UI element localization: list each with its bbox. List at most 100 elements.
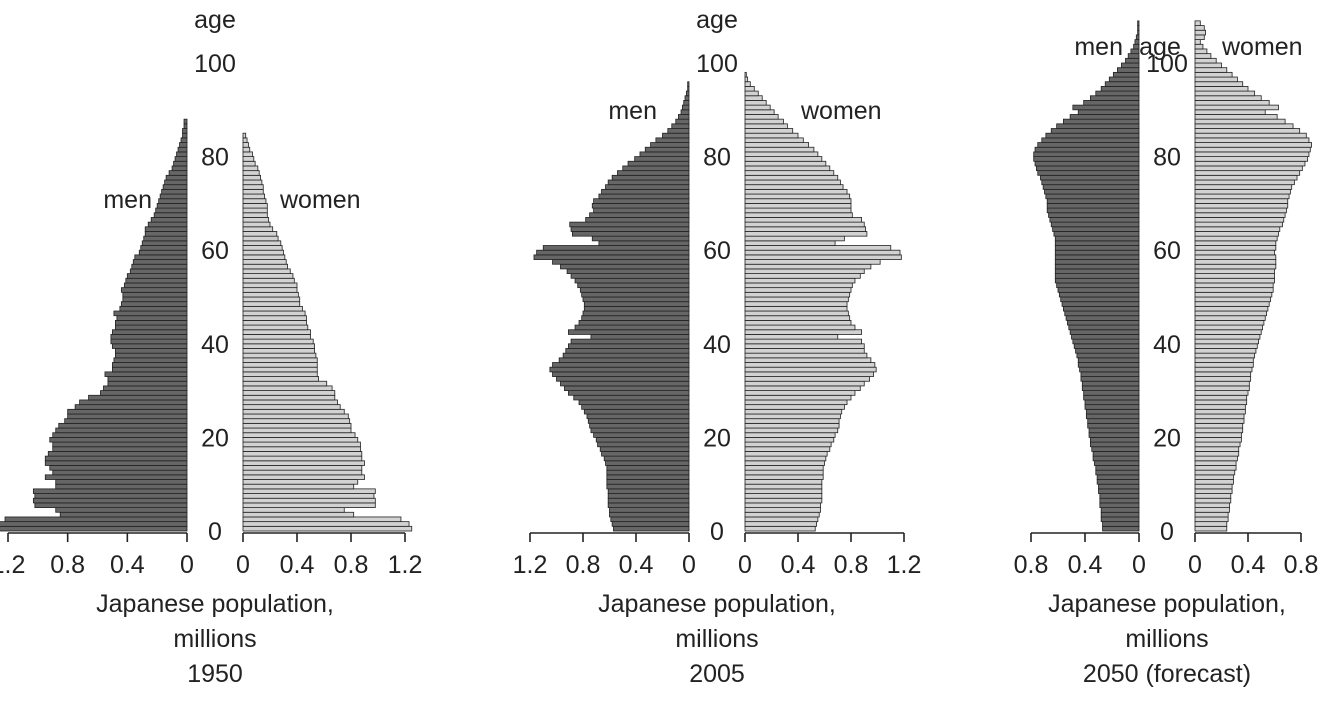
women-bar [1194,329,1262,335]
women-bar [1194,291,1273,298]
men-bar [1090,95,1140,101]
women-bar [242,319,307,326]
women-bar [1194,90,1256,97]
women-bar [744,469,824,476]
women-bar [242,165,259,172]
men-bar [1069,329,1140,335]
women-bar [1194,483,1233,490]
men-bar [1085,408,1140,415]
women-bar [744,525,816,532]
men-bar [671,123,690,129]
women-bar [242,212,268,218]
men-x-tick-label: 0.4 [1068,551,1103,579]
men-bar [52,441,188,448]
men-bar [582,310,690,317]
women-bar [1194,488,1233,494]
women-bar [744,146,815,153]
men-bar [572,231,690,237]
women-bar [744,174,839,181]
women-x-tick-label: 0.4 [280,551,315,579]
women-bar [744,352,868,359]
women-bar [242,413,349,420]
women-bar [1194,455,1238,462]
men-bar [560,380,690,387]
men-bar [568,343,690,349]
women-bar [744,380,865,387]
women-bar [242,483,355,490]
men-bar [113,357,188,363]
men-bar [1052,226,1140,232]
men-bar [610,516,690,523]
men-x-tick-label: 0.4 [110,551,145,579]
women-bar [1194,301,1270,307]
women-bar [744,451,828,457]
women-bar [1194,436,1242,443]
women-bar [744,291,851,298]
men-bar [603,455,690,462]
men-bar [1054,240,1140,246]
women-bar [242,516,402,523]
women-bar [1194,137,1310,143]
men-bar [593,432,690,438]
women-bar [1194,245,1277,251]
women-bar [744,301,848,307]
women-bar [1194,362,1254,368]
men-bar [1054,273,1140,279]
women-bar [1194,305,1269,312]
men-bar [103,385,188,392]
women-bar [1194,376,1252,382]
women-bar [242,137,248,143]
chart-year-caption: 2050 (forecast) [1083,660,1251,688]
women-bar [1194,404,1246,410]
women-bar [744,235,845,242]
women-bar [1194,146,1311,153]
women-x-tick-label: 0.8 [1284,551,1319,579]
women-bar [744,385,861,392]
women-bar [744,184,844,190]
men-bar [1098,483,1140,490]
men-bar [1041,179,1140,186]
men-bar [1065,315,1140,321]
men-bar [34,502,188,509]
women-x-tick-label: 0.4 [781,551,816,579]
women-bar [242,362,318,368]
women-bar [1194,263,1277,270]
women-bar [1194,67,1228,73]
women-bar [744,362,876,368]
women-bar [744,418,840,424]
women-bar [1194,273,1275,279]
men-bar [104,371,188,377]
age-tick-label: 0 [1160,518,1174,546]
men-bar [611,521,690,527]
women-bar [1194,62,1222,69]
men-label: men [608,97,657,125]
men-bar [1054,268,1140,275]
men-bar [617,170,690,176]
men-bar [1054,277,1140,284]
women-bar [744,109,775,115]
women-bar [744,263,872,270]
women-bar [1194,399,1248,406]
women-bar [744,488,823,494]
women-bar [1194,151,1310,157]
women-bar [1194,142,1312,148]
men-bar [1063,305,1140,312]
women-bar [1194,109,1266,115]
x-axis-title: millions [173,625,256,653]
women-bar [744,193,851,200]
men-bar [134,254,188,260]
women-bar [242,507,345,513]
men-bar [1084,404,1140,410]
men-bar [1095,90,1140,97]
men-bar [585,217,690,223]
x-axis-title: Japanese population, [598,590,836,618]
women-bar [242,343,315,349]
women-bar [744,212,853,218]
women-bar [1194,441,1241,448]
women-bar [1194,315,1266,321]
women-bar [744,100,767,106]
women-bar [1194,114,1278,120]
men-bar [1137,20,1140,26]
women-bar [744,305,848,312]
men-bar [176,151,188,157]
